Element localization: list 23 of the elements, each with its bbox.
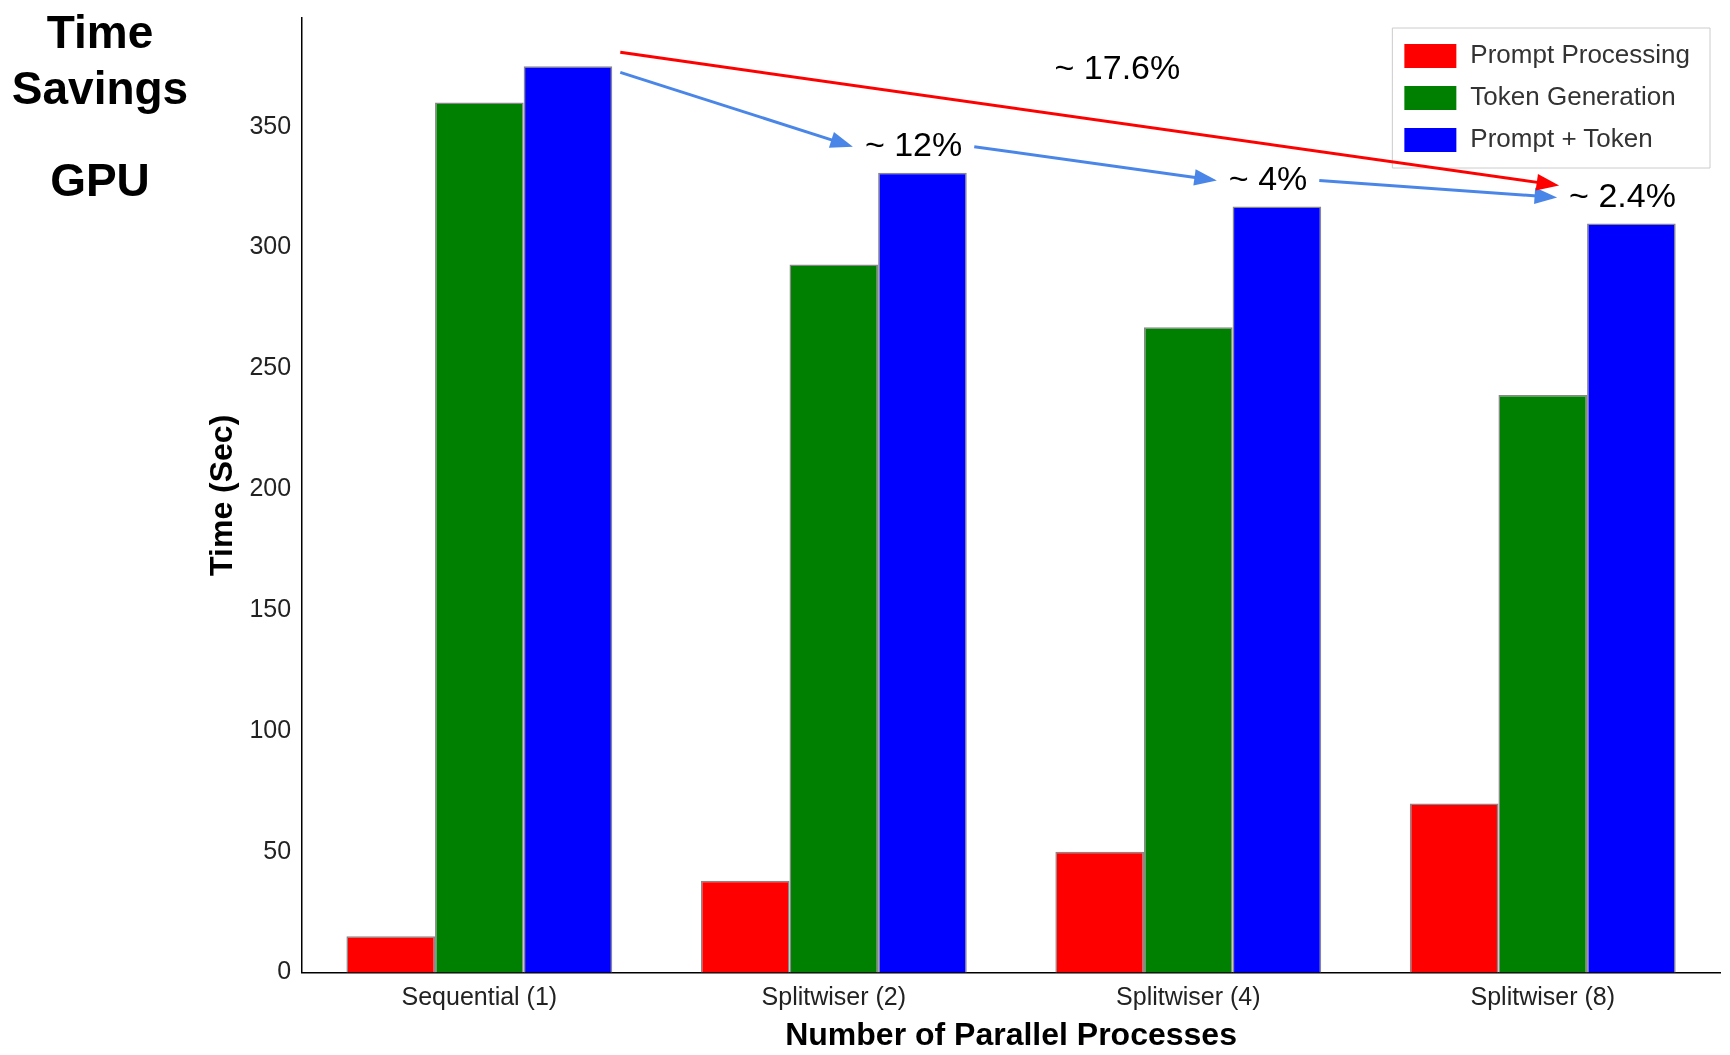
annotation: ~ 2.4% [1569, 175, 1676, 214]
legend-label: Token Generation [1470, 81, 1676, 112]
text: GPU [49, 153, 151, 208]
legend-label: Prompt Processing [1470, 39, 1691, 70]
annotation: ~ 4% [1228, 158, 1308, 197]
y-tick-label: 350 [249, 110, 292, 139]
y-tick-label: 200 [249, 473, 292, 502]
legend-label: Prompt + Token [1470, 123, 1653, 154]
y-tick-label: 250 [249, 352, 292, 381]
x-tick-label: Splitwiser (2) [761, 982, 907, 1011]
x-axis-title: Number of Parallel Processes [785, 1015, 1237, 1052]
x-tick-label: Sequential (1) [401, 982, 558, 1011]
y-tick-label: 150 [249, 593, 292, 622]
y-tick-label: 100 [249, 714, 292, 743]
annotation: ~ 12% [864, 125, 963, 164]
y-axis-title: Time (Sec) [203, 414, 240, 576]
annotation: ~ 17.6% [1054, 48, 1181, 87]
y-tick-label: 0 [277, 956, 292, 985]
x-tick-label: Splitwiser (4) [1116, 982, 1261, 1011]
x-tick-label: Splitwiser (8) [1470, 982, 1616, 1011]
y-tick-label: 300 [249, 231, 292, 260]
y-tick-label: 50 [263, 835, 292, 864]
chart-title: Time Savings [10, 5, 190, 116]
